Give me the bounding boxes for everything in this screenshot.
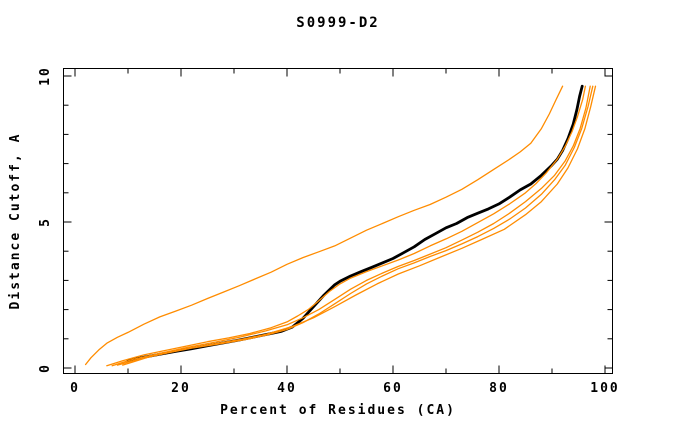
orange-3-curve <box>111 85 591 367</box>
orange-4-curve <box>116 85 594 366</box>
y-tick-label: 5 <box>38 217 53 227</box>
y-tick-label: 0 <box>38 363 53 373</box>
x-tick-label: 60 <box>383 381 403 396</box>
y-axis-label: Distance Cutoff, A <box>8 133 23 310</box>
x-tick-label: 100 <box>590 381 619 396</box>
x-tick-label: 0 <box>70 381 80 396</box>
axis-ticks <box>63 68 613 374</box>
x-tick-label: 40 <box>277 381 297 396</box>
curves-group <box>84 84 597 367</box>
x-tick-label: 20 <box>171 381 191 396</box>
axis-tick-labels: 0 20 40 60 80 100 0 5 10 <box>38 66 619 396</box>
black-model-curve <box>126 84 584 363</box>
x-axis-label: Percent of Residues (CA) <box>220 403 456 418</box>
orange-2-curve <box>106 85 587 367</box>
x-tick-label: 80 <box>489 381 509 396</box>
orange-5-curve <box>122 85 597 366</box>
plot-border <box>63 68 613 374</box>
y-tick-label: 10 <box>38 66 53 86</box>
chart-title: S0999-D2 <box>296 15 379 31</box>
orange-outlier-curve <box>84 85 564 366</box>
